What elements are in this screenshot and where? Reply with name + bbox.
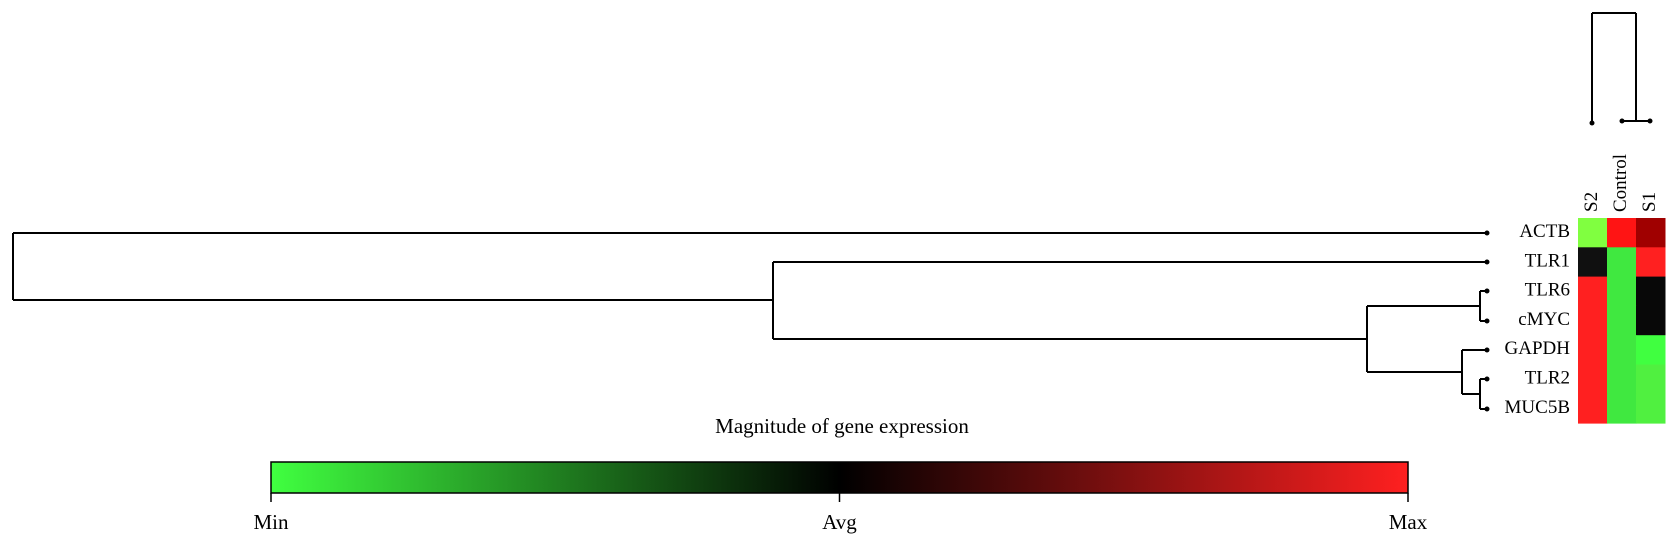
heatmap-cell: [1607, 247, 1637, 278]
heatmap-cell: [1636, 305, 1666, 336]
heatmap-cell: [1607, 364, 1637, 395]
colorbar-label: Avg: [822, 510, 857, 534]
colorbar-label: Max: [1389, 510, 1428, 534]
heatmap-cell: [1636, 393, 1666, 424]
row-label: GAPDH: [1505, 338, 1571, 359]
heatmap-cell: [1578, 335, 1608, 365]
heatmap-cell: [1607, 218, 1637, 248]
row-dendrogram: [12, 230, 1490, 412]
heatmap-cell: [1636, 218, 1666, 248]
heatmap-cell: [1578, 364, 1608, 395]
colorbar-label: Min: [253, 510, 289, 534]
column-dendrogram: [1589, 12, 1653, 126]
heatmap-cell: [1578, 393, 1608, 424]
heatmap-cell: [1636, 276, 1666, 307]
row-label: TLR6: [1525, 280, 1570, 301]
row-label: TLR2: [1525, 368, 1570, 389]
column-label: Control: [1610, 154, 1631, 212]
heatmap-cell: [1578, 247, 1608, 278]
row-label: TLR1: [1525, 250, 1570, 271]
heatmap-cell: [1607, 305, 1637, 336]
heatmap-cell: [1578, 218, 1608, 248]
row-label: cMYC: [1518, 309, 1570, 330]
heatmap-cell: [1636, 335, 1666, 365]
row-label: ACTB: [1519, 221, 1570, 242]
heatmap-cell: [1636, 364, 1666, 395]
heatmap-cell: [1607, 276, 1637, 307]
heatmap-cell: [1578, 305, 1608, 336]
chart-title: Magnitude of gene expression: [715, 414, 969, 438]
heatmap-cell: [1607, 393, 1637, 424]
column-label: S1: [1639, 192, 1660, 212]
column-label: S2: [1581, 192, 1602, 212]
row-label: MUC5B: [1505, 397, 1570, 418]
colorbar: [270, 461, 1409, 494]
heatmap-cell: [1578, 276, 1608, 307]
heatmap-cell: [1636, 247, 1666, 278]
heatmap-cell: [1607, 335, 1637, 365]
